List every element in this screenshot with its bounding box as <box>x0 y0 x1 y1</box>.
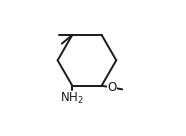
Text: NH$_2$: NH$_2$ <box>60 91 84 106</box>
Text: O: O <box>107 81 117 94</box>
